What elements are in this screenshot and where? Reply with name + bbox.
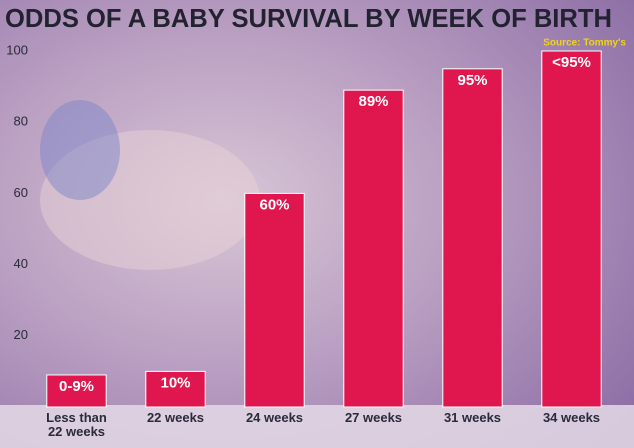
y-tick-label: 60	[14, 185, 28, 200]
x-tick-label-box: 27 weeks	[344, 411, 403, 425]
x-tick-label: 27 weeks	[344, 411, 403, 425]
value-label: 10%	[160, 374, 190, 391]
value-label: 0-9%	[59, 378, 94, 395]
y-tick-label: 40	[14, 256, 28, 271]
y-tick-label: 100	[6, 42, 28, 57]
bar	[244, 192, 305, 408]
bar	[541, 50, 602, 408]
x-tick-label-box: 24 weeks	[245, 411, 304, 425]
x-tick-label-box: 31 weeks	[443, 411, 502, 425]
x-tick-label-box: Less than 22 weeks	[46, 411, 107, 439]
y-tick-label: 20	[14, 327, 28, 342]
x-tick-label-box: 34 weeks	[542, 411, 601, 425]
bar	[343, 89, 404, 408]
x-tick-label: 31 weeks	[443, 411, 502, 425]
value-label: <95%	[552, 54, 591, 71]
chart-title: ODDS OF A BABY SURVIVAL BY WEEK OF BIRTH	[5, 3, 612, 33]
source: Source: Tommy's	[543, 38, 626, 49]
bar	[46, 374, 107, 408]
value-label: 89%	[358, 93, 388, 110]
bar	[145, 370, 206, 408]
x-tick-label: Less than 22 weeks	[46, 411, 107, 439]
label-strip	[0, 405, 634, 448]
y-tick-label: 80	[14, 114, 28, 129]
value-label: 60%	[259, 196, 289, 213]
bar	[442, 68, 503, 408]
x-tick-label: 34 weeks	[542, 411, 601, 425]
x-tick-label: 24 weeks	[245, 411, 304, 425]
value-label: 95%	[457, 72, 487, 89]
x-tick-label-box: 22 weeks	[146, 411, 205, 425]
x-tick-label: 22 weeks	[146, 411, 205, 425]
photo-glove	[40, 100, 120, 200]
